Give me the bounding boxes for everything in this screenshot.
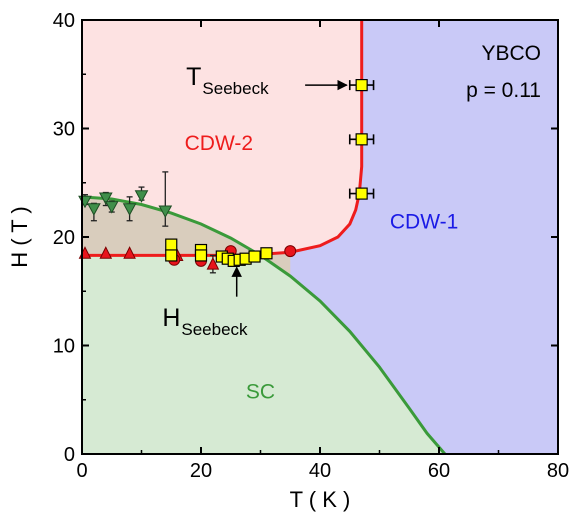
y-tick-label: 30: [53, 119, 75, 141]
triangle-down-marker: [98, 192, 113, 205]
triangle-up-marker: [99, 246, 113, 259]
region-label-cdw-2: CDW-2: [185, 132, 253, 155]
triangle-up-marker: [206, 257, 220, 270]
square-marker: [355, 187, 368, 200]
triangle-down-marker: [104, 201, 119, 214]
square-marker: [260, 247, 273, 260]
x-axis-title: T ( K ): [290, 487, 351, 512]
x-tick-label: 20: [190, 460, 212, 482]
sc-cdw2-overlap-region: [82, 196, 291, 277]
region-label-cdw-1: CDW-1: [390, 210, 458, 233]
x-tick-label: 40: [309, 460, 331, 482]
circle-marker: [284, 245, 297, 258]
annotation-subscript: Seebeck: [181, 320, 248, 339]
y-tick-label: 40: [53, 10, 75, 32]
info-line-1: YBCO: [481, 42, 541, 65]
triangle-down-marker: [134, 190, 149, 203]
square-marker: [194, 249, 208, 262]
x-tick-label: 60: [428, 460, 450, 482]
triangle-down-marker: [87, 203, 101, 216]
triangle-up-marker: [123, 246, 136, 259]
x-tick-label: 80: [547, 460, 569, 482]
triangle-down-marker: [158, 205, 173, 219]
annotation-label: TSeebeck: [186, 63, 269, 98]
data-markers: [78, 78, 375, 274]
triangle-down-marker: [122, 203, 137, 216]
square-marker: [355, 133, 368, 146]
square-marker: [165, 238, 178, 251]
y-tick-label: 0: [64, 444, 75, 466]
region-label-sc: SC: [246, 381, 275, 404]
sc-boundary-line: [82, 195, 447, 454]
axes: T ( K ) H ( T ) 0 20 40 60 80 0 10 20 30 40: [7, 10, 569, 512]
y-axis-title: H ( T ): [7, 206, 32, 268]
y-tick-label: 10: [53, 336, 75, 358]
square-marker: [165, 249, 178, 262]
x-tick-label: 0: [76, 460, 87, 482]
info-line-2: p = 0.11: [466, 79, 541, 102]
cdw2-region: [82, 20, 362, 256]
annotation-subscript: Seebeck: [202, 79, 269, 98]
square-marker: [355, 78, 368, 92]
square-marker: [248, 250, 261, 263]
y-tick-label: 20: [53, 227, 75, 249]
